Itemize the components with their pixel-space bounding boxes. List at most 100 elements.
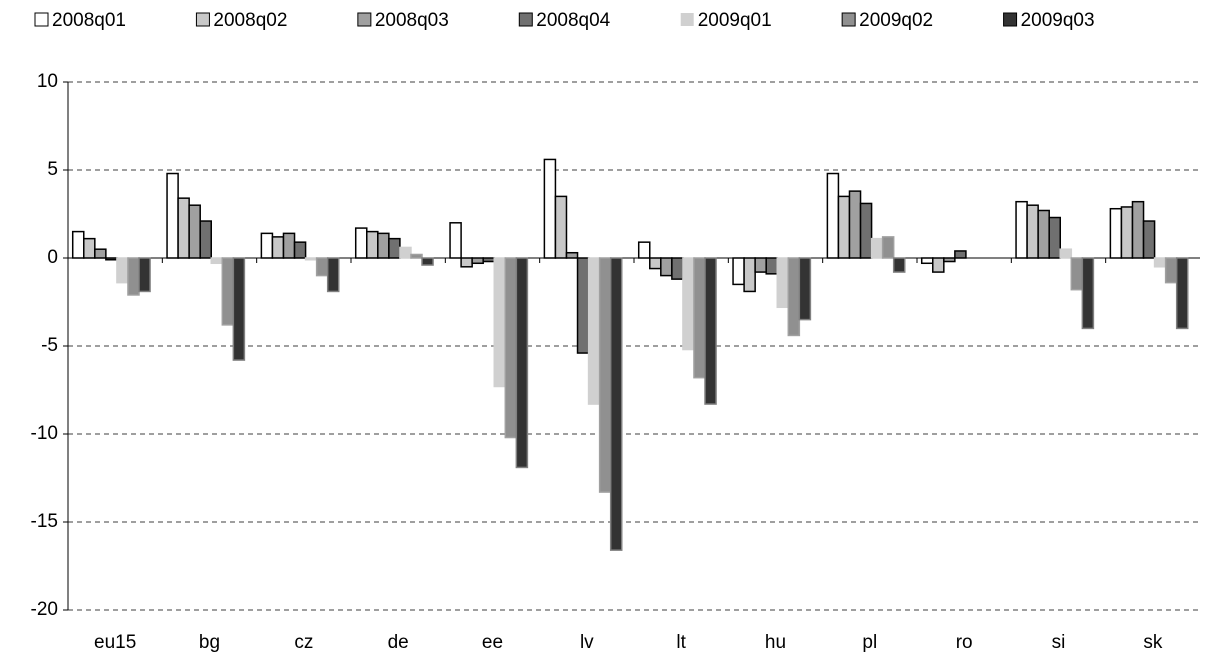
legend-label: 2008q02 xyxy=(213,10,287,31)
bar xyxy=(837,195,851,259)
y-tick-label: -5 xyxy=(41,335,58,356)
legend-swatch xyxy=(357,12,372,27)
bar xyxy=(554,195,568,259)
y-tick-label: -10 xyxy=(31,423,58,444)
bar xyxy=(293,241,307,259)
bar xyxy=(754,257,767,273)
bar xyxy=(892,257,906,273)
bar xyxy=(105,257,118,261)
x-tick-label: si xyxy=(1052,632,1066,653)
x-tick-label: ee xyxy=(482,632,503,653)
bar xyxy=(399,246,412,259)
bar xyxy=(598,257,612,493)
bar xyxy=(954,250,967,259)
bar xyxy=(460,257,473,268)
bar xyxy=(471,257,484,265)
bar xyxy=(682,257,695,351)
bar xyxy=(587,257,601,405)
bar xyxy=(787,257,801,337)
bar xyxy=(920,257,934,265)
x-tick-label: sk xyxy=(1143,632,1163,653)
bar xyxy=(354,227,368,259)
bar xyxy=(859,202,873,259)
x-tick-label: eu15 xyxy=(94,632,136,653)
bar xyxy=(326,257,340,293)
y-tick-label: 5 xyxy=(47,159,58,180)
legend-swatch xyxy=(34,12,49,27)
bar xyxy=(177,197,190,259)
x-tick-label: de xyxy=(388,632,409,653)
bar xyxy=(1048,216,1062,259)
bar xyxy=(199,220,213,259)
bar xyxy=(504,257,518,439)
bar xyxy=(1081,257,1095,330)
bar xyxy=(410,253,423,259)
x-tick-label: cz xyxy=(294,632,313,653)
bar xyxy=(188,204,201,259)
legend-swatch xyxy=(195,12,210,27)
bar xyxy=(776,257,790,309)
legend-label: 2009q02 xyxy=(859,10,933,31)
y-tick-label: -20 xyxy=(31,599,58,620)
bar xyxy=(543,158,557,259)
x-tick-label: bg xyxy=(199,632,220,653)
x-tick-label: pl xyxy=(862,632,877,653)
bar xyxy=(282,232,296,259)
bar xyxy=(232,257,246,361)
bar xyxy=(1164,257,1178,284)
bar xyxy=(565,251,579,259)
bar xyxy=(221,257,235,326)
legend-swatch xyxy=(1003,12,1018,27)
bar xyxy=(210,257,224,265)
bar xyxy=(671,257,684,280)
bar xyxy=(576,257,590,354)
bar xyxy=(94,248,107,259)
bar xyxy=(482,257,496,263)
x-tick-label: lv xyxy=(580,632,594,653)
bar xyxy=(870,237,884,259)
x-tick-label: lt xyxy=(676,632,686,653)
bar xyxy=(1015,200,1028,259)
bar xyxy=(377,232,390,259)
bar xyxy=(1026,204,1039,259)
bar xyxy=(260,232,274,259)
bar xyxy=(421,257,434,266)
bar xyxy=(732,257,745,286)
bar xyxy=(515,257,529,469)
bar xyxy=(1109,207,1123,259)
legend-swatch xyxy=(518,12,533,27)
bar xyxy=(693,257,706,379)
bar xyxy=(388,237,401,259)
bar xyxy=(704,257,717,405)
bar xyxy=(881,236,895,259)
bar xyxy=(765,257,779,275)
bar xyxy=(1059,248,1073,259)
bar xyxy=(315,257,329,277)
bar xyxy=(1131,200,1145,259)
bar xyxy=(1037,209,1050,259)
x-tick-label: hu xyxy=(765,632,786,653)
legend-label: 2008q03 xyxy=(375,10,449,31)
bar xyxy=(932,257,945,273)
y-tick-label: 0 xyxy=(47,247,58,268)
bar xyxy=(826,172,840,259)
bar xyxy=(127,257,140,296)
bar xyxy=(943,257,956,263)
legend-label: 2008q01 xyxy=(52,10,126,31)
bar xyxy=(271,236,285,259)
bar xyxy=(138,257,151,293)
bar xyxy=(660,257,673,277)
legend-label: 2009q03 xyxy=(1021,10,1095,31)
bar xyxy=(493,257,507,388)
y-tick-label: 10 xyxy=(37,71,58,92)
bar xyxy=(83,237,96,259)
bar xyxy=(609,257,623,551)
legend-label: 2008q04 xyxy=(536,10,610,31)
bar xyxy=(1153,257,1167,268)
bar xyxy=(366,230,379,259)
legend-swatch xyxy=(841,12,856,27)
bar xyxy=(304,257,318,261)
bar xyxy=(449,222,462,259)
bar xyxy=(649,257,662,270)
